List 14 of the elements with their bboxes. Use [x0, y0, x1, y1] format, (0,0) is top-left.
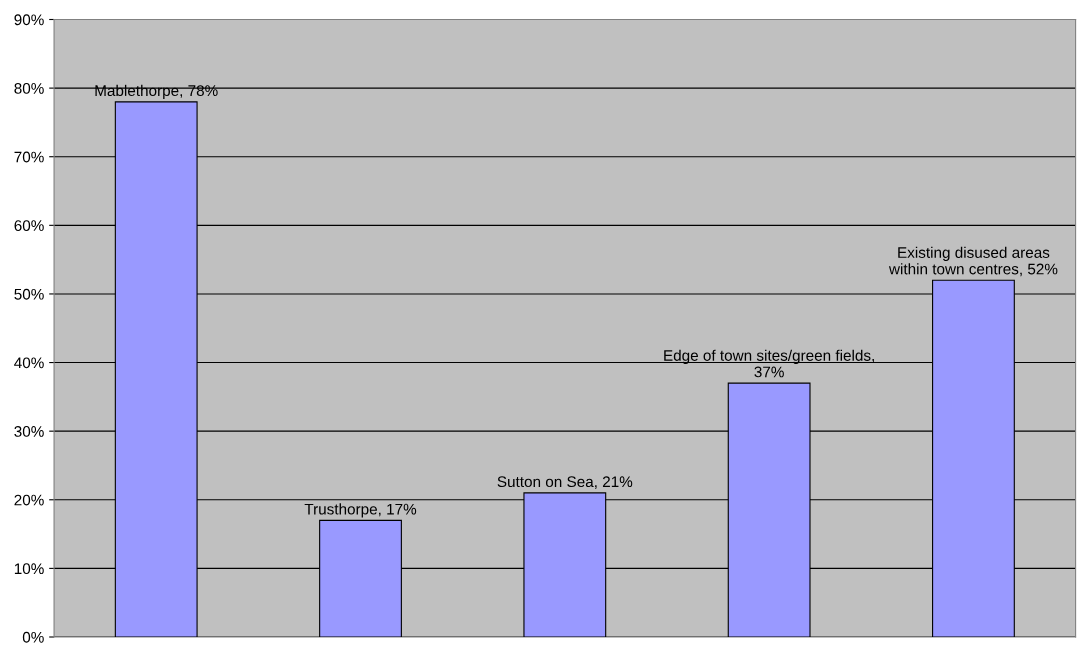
- data-label: Trusthorpe, 17%: [304, 503, 417, 518]
- y-tick-label: 80%: [14, 82, 44, 94]
- y-tick-label: 60%: [14, 220, 44, 232]
- data-label: Sutton on Sea, 21%: [497, 476, 633, 489]
- y-tick-label: 70%: [14, 151, 44, 163]
- y-tick-label: 30%: [14, 426, 44, 437]
- y-tick-label: 90%: [14, 14, 44, 26]
- y-tick-label: 20%: [14, 494, 44, 506]
- y-tick-label: 40%: [14, 357, 44, 369]
- y-tick-label: 0%: [22, 631, 44, 643]
- data-label: Edge of town sites/green fields, 37%: [664, 349, 874, 378]
- data-label: Existing disused areas within town centres, 52%: [888, 246, 1058, 277]
- y-tick-label: 50%: [14, 288, 44, 300]
- y-tick-label: 10%: [14, 563, 44, 575]
